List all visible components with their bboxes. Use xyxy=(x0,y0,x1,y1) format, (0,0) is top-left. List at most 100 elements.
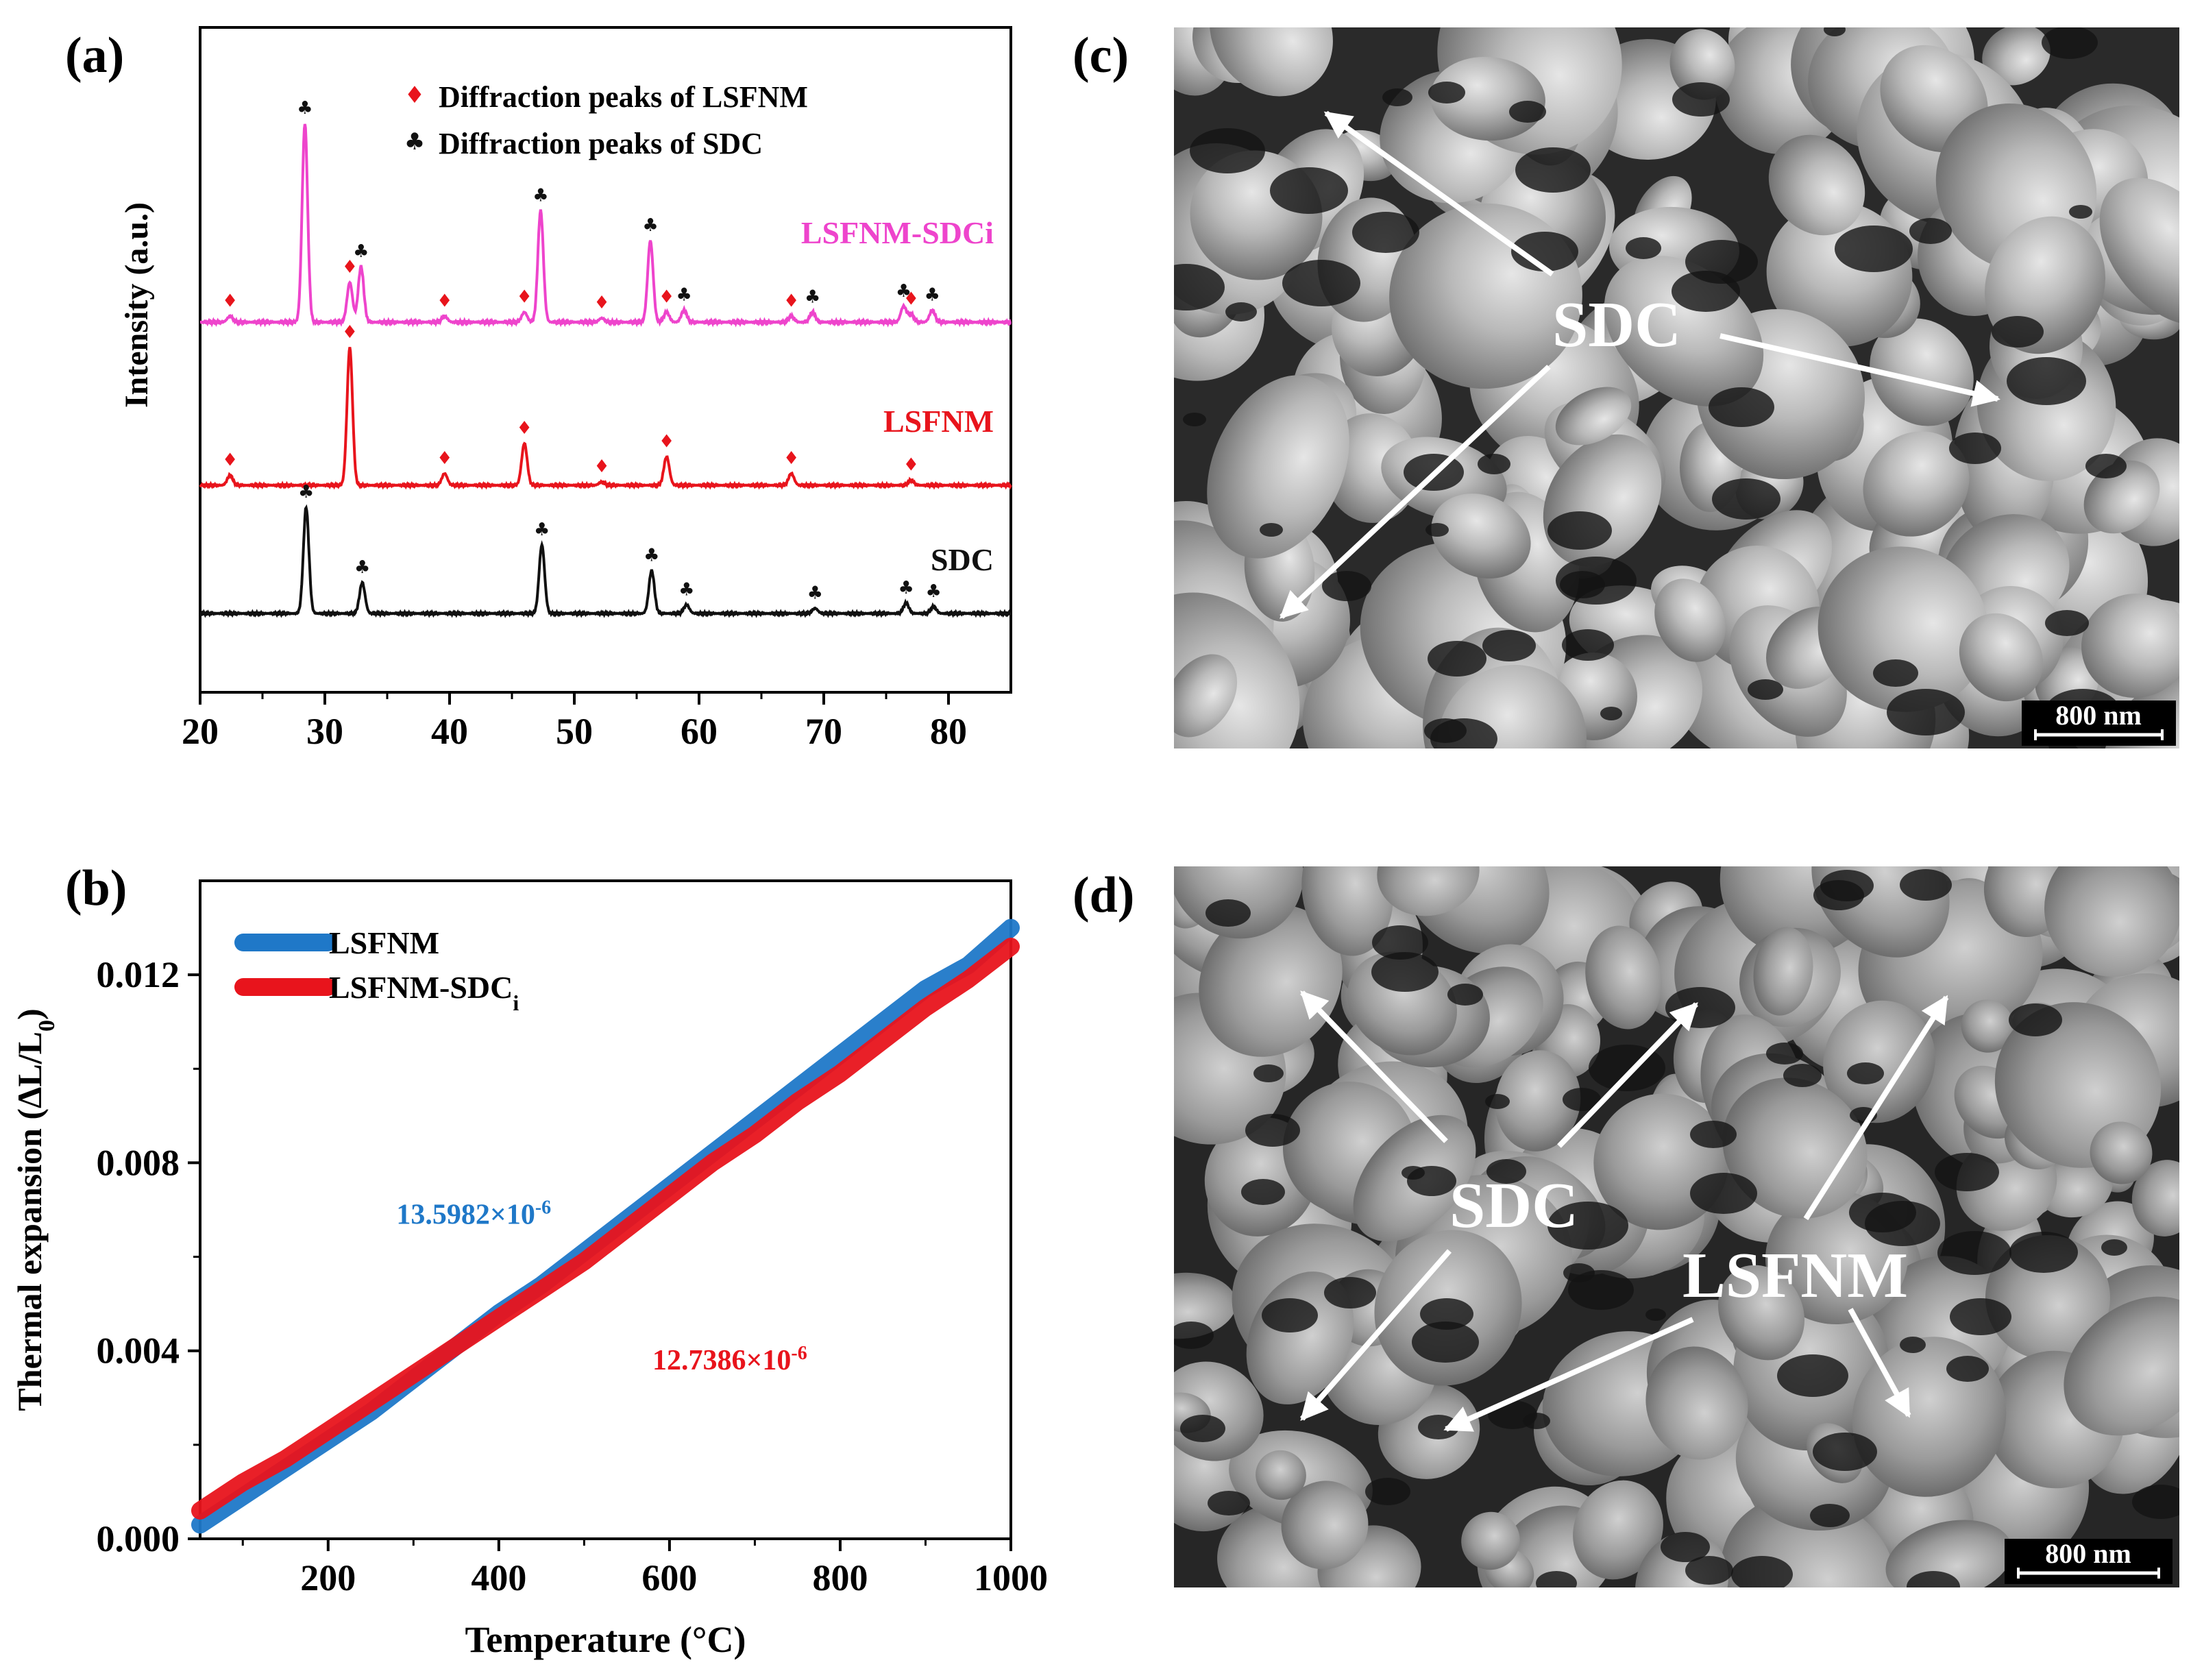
sem-pore xyxy=(1322,571,1371,601)
sem-grain xyxy=(1174,1361,1264,1461)
peak-diamond-icon: ♦ xyxy=(222,291,238,311)
xrd-plot-frame xyxy=(199,26,1012,694)
peak-club-icon: ♣ xyxy=(644,546,659,566)
sem-pore xyxy=(1900,869,1952,901)
sem-image-c xyxy=(1174,27,2179,748)
peak-diamond-icon: ♦ xyxy=(783,291,799,311)
sem-grain xyxy=(2099,178,2179,326)
peak-diamond-icon: ♦ xyxy=(437,448,452,469)
peak-diamond-icon: ♦ xyxy=(517,418,533,439)
sem-grain xyxy=(1985,1235,2110,1360)
sem-pore xyxy=(1420,1298,1473,1330)
sem-pore xyxy=(1180,1415,1225,1442)
scale-bar-d: 800 nm xyxy=(2005,1538,2172,1584)
sem-pore xyxy=(1174,1322,1214,1349)
sem-grain xyxy=(1863,431,1970,537)
sem-pore xyxy=(1515,147,1591,193)
peak-diamond-icon: ♦ xyxy=(342,257,358,278)
sem-pore xyxy=(1766,1043,1803,1064)
sem-grain xyxy=(1174,1272,1236,1339)
panel-label-a: (a) xyxy=(65,27,124,84)
peak-club-icon: ♣ xyxy=(678,580,694,600)
peak-club-icon: ♣ xyxy=(805,287,820,308)
scale-bar-label-d: 800 nm xyxy=(2045,1538,2131,1569)
sem-pore xyxy=(1407,1166,1456,1196)
peak-diamond-icon: ♦ xyxy=(593,456,609,477)
sem-pore xyxy=(1245,1114,1300,1147)
sem-grain xyxy=(1753,927,1813,1016)
xrd-trace-lsfnm-sdci xyxy=(199,123,1012,328)
tec-legend-text: LSFNM-SDC xyxy=(329,970,513,1005)
sem-pore xyxy=(1205,899,1251,927)
panel-label-d: (d) xyxy=(1073,867,1134,923)
xrd-xtick-label: 80 xyxy=(930,711,967,752)
sem-pore xyxy=(1382,88,1412,106)
tec-xtick-label: 200 xyxy=(300,1557,356,1598)
xrd-series-label: SDC xyxy=(931,542,994,577)
sem-label-lsfnm-d: LSFNM xyxy=(1682,1240,1908,1311)
sem-pore xyxy=(1661,1532,1710,1562)
sem-pore xyxy=(1270,167,1348,214)
xrd-trace-sdc xyxy=(199,504,1012,618)
legend-diamond-icon: ♦ xyxy=(404,82,425,109)
arrow-d-1 xyxy=(1300,990,1448,1143)
sem-pore xyxy=(2042,27,2098,59)
sem-grain xyxy=(1207,375,1349,559)
sem-pore xyxy=(1992,316,2044,348)
sem-pore xyxy=(1935,1153,1999,1191)
peak-club-icon: ♣ xyxy=(533,186,548,206)
tec-annotation-text: 13.5982×10 xyxy=(396,1200,535,1231)
sem-grain xyxy=(1959,613,2044,702)
sem-grain xyxy=(2090,1121,2153,1184)
peak-club-icon: ♣ xyxy=(898,578,914,598)
sem-pore xyxy=(1909,218,1952,244)
peak-diamond-icon: ♦ xyxy=(517,287,533,308)
arrow-c-3 xyxy=(1280,365,1551,619)
peak-diamond-icon: ♦ xyxy=(437,291,452,311)
sem-pore xyxy=(1225,302,1257,321)
sem-pore xyxy=(2101,1239,2127,1256)
sem-pore xyxy=(1709,387,1774,427)
xrd-xtick-label: 40 xyxy=(431,711,468,752)
tec-annotation-text: 12.7386×10 xyxy=(652,1345,791,1376)
panel-label-c: (c) xyxy=(1073,27,1129,84)
sem-grain xyxy=(1436,664,1587,748)
sem-pore xyxy=(1824,27,1846,36)
xrd-series-label: LSFNM xyxy=(883,404,994,439)
thermal-expansion-chart: 200 400 600 800 1000 0.000 0.004 0.008 0.012 Temp… xyxy=(10,879,1048,1660)
sem-pore xyxy=(1365,1478,1410,1505)
peak-diamond-icon: ♦ xyxy=(903,289,919,309)
tec-annotation-sup: -6 xyxy=(535,1197,551,1218)
sem-grain xyxy=(1301,866,1393,956)
arrow-d-5 xyxy=(1443,1317,1694,1432)
sem-pore xyxy=(1511,232,1578,271)
sem-pore xyxy=(1190,128,1265,173)
sem-grain xyxy=(1811,866,1950,958)
sem-pore xyxy=(1946,1356,1989,1382)
sem-pore xyxy=(1748,679,1783,700)
sem-grain xyxy=(1431,494,1531,579)
tec-ylabel-sub: 0 xyxy=(34,1020,60,1032)
sem-pore xyxy=(1485,1094,1510,1109)
tec-xtick-label: 1000 xyxy=(974,1557,1048,1598)
sem-grain xyxy=(1817,546,1989,712)
peak-club-icon: ♣ xyxy=(676,285,692,306)
tec-ytick-label: 0.000 xyxy=(97,1518,180,1559)
tec-legend-label: LSFNM xyxy=(329,925,439,960)
peak-diamond-icon: ♦ xyxy=(659,431,674,452)
sem-pore xyxy=(1645,1308,1666,1321)
sem-pore xyxy=(1600,707,1622,720)
sem-pore xyxy=(1428,641,1486,677)
peak-club-icon: ♣ xyxy=(298,482,314,502)
sem-pore xyxy=(1873,659,1918,687)
sem-grain xyxy=(2131,1160,2179,1237)
sem-arrows-d xyxy=(1299,990,1949,1432)
sem-pore xyxy=(2069,205,2092,219)
sem-pore xyxy=(1478,454,1510,474)
sem-grain xyxy=(1585,925,1662,1030)
sem-grains-c xyxy=(1174,27,2179,748)
sem-grain xyxy=(1870,318,1974,426)
sem-pore xyxy=(1371,952,1439,992)
sem-pore xyxy=(1685,1556,1733,1585)
